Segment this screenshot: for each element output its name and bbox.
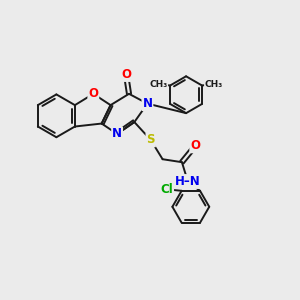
Text: O: O	[121, 68, 131, 81]
Text: Cl: Cl	[160, 183, 173, 196]
Text: N: N	[142, 97, 152, 110]
Text: H–N: H–N	[175, 175, 201, 188]
Text: O: O	[88, 87, 98, 100]
Text: CH₃: CH₃	[205, 80, 223, 88]
Text: CH₃: CH₃	[149, 80, 167, 88]
Text: O: O	[190, 139, 200, 152]
Text: S: S	[146, 134, 155, 146]
Text: N: N	[112, 128, 122, 140]
